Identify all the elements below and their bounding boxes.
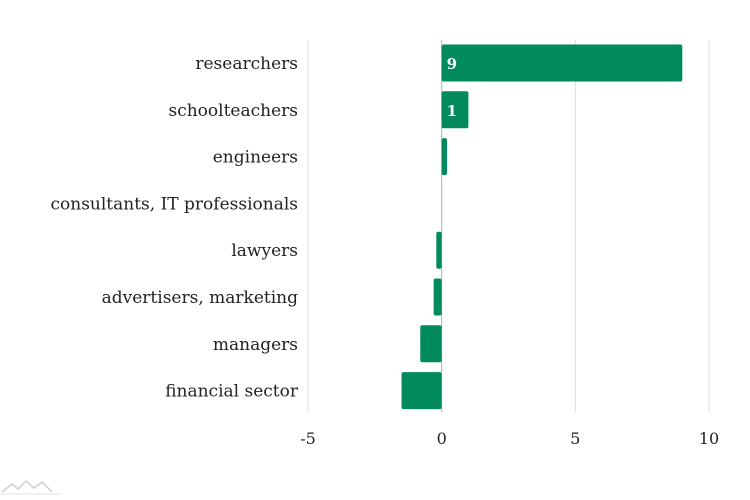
category-label: schoolteachers: [168, 101, 298, 121]
mountain-logo-icon: [0, 479, 60, 495]
category-label: advertisers, marketing: [102, 288, 298, 308]
bar: [441, 138, 448, 176]
x-axis-ticks: -5 0 5 10: [300, 429, 719, 448]
bar: [433, 278, 442, 316]
bar: [401, 372, 442, 410]
data-label: 9: [447, 55, 457, 73]
bar: [441, 44, 683, 82]
bar: [420, 325, 442, 363]
bars: [401, 44, 683, 410]
category-labels: researchers schoolteachers engineers consul…: [50, 54, 298, 402]
x-tick-label: -5: [300, 429, 316, 448]
data-labels: 91: [447, 55, 457, 120]
data-label: 1: [447, 102, 457, 120]
grid-lines: [307, 40, 710, 412]
category-label: consultants, IT professionals: [50, 194, 298, 214]
category-label: researchers: [195, 54, 298, 74]
category-label: managers: [213, 335, 298, 355]
category-label: lawyers: [231, 241, 298, 261]
x-tick-label: 5: [570, 429, 580, 448]
bar: [441, 91, 469, 129]
x-tick-label: 0: [437, 429, 447, 448]
category-label: financial sector: [165, 382, 299, 402]
category-label: engineers: [213, 148, 298, 168]
x-tick-label: 10: [699, 429, 719, 448]
bar: [436, 231, 442, 269]
